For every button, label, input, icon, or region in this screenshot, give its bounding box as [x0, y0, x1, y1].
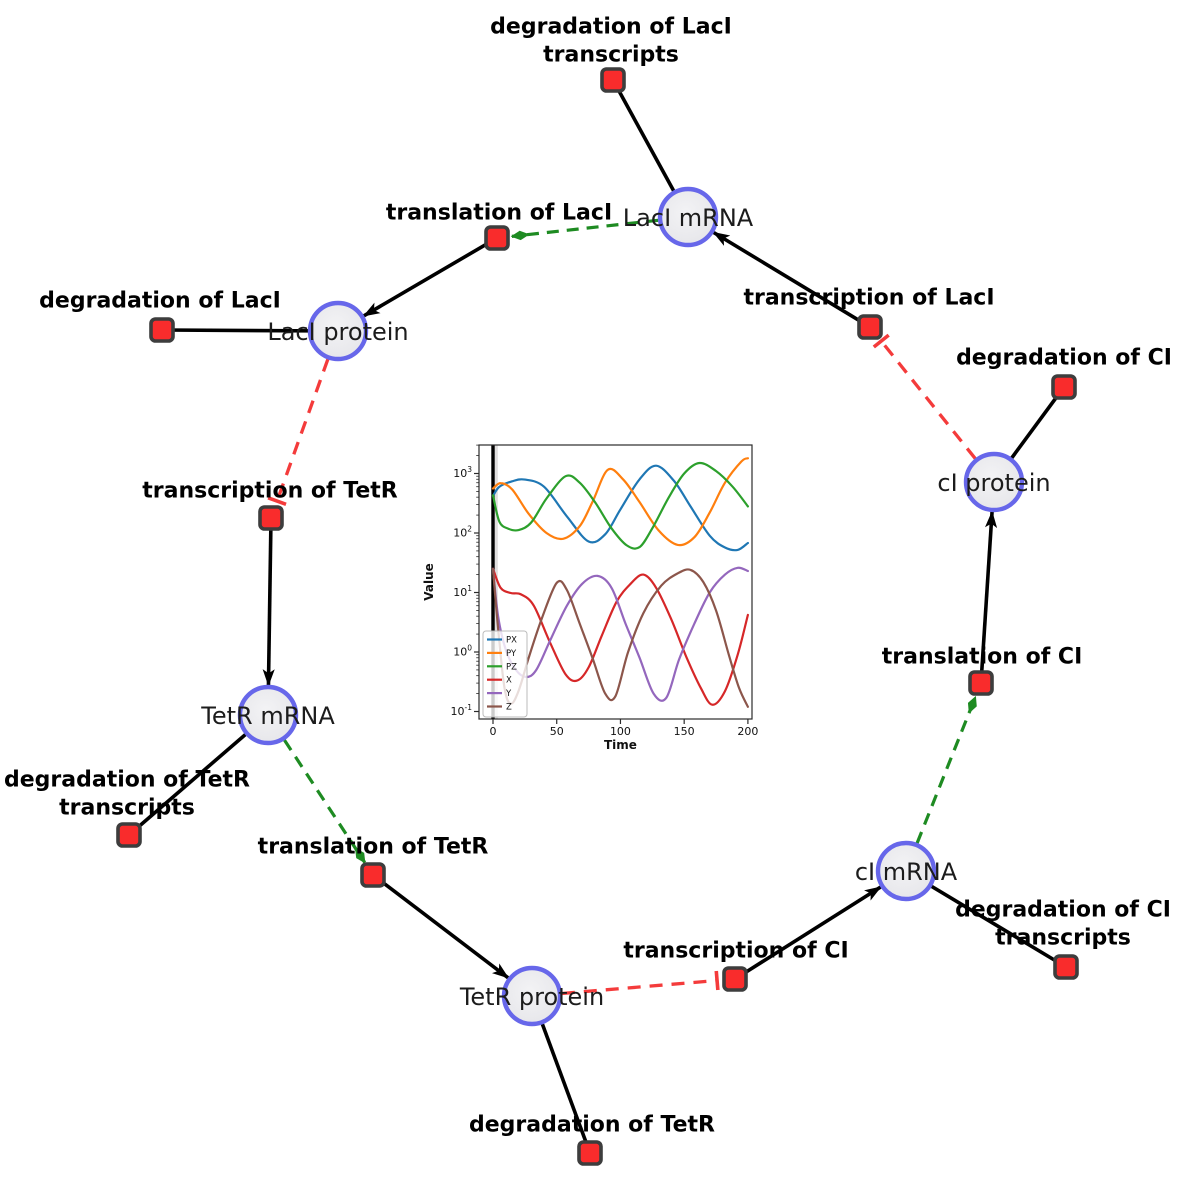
inhibition-tbar-transcription_of_ci — [714, 970, 720, 991]
edge-modifier-laci_mrna-to-translation_of_laci — [510, 218, 659, 241]
reaction-label-transcription_of_laci: transcription of LacI — [743, 286, 994, 311]
reaction-label-degradation_of_ci_transcripts-line1: degradation of CI — [955, 898, 1171, 923]
chart-x-tick-label: 150 — [674, 725, 695, 738]
chart-series-group — [491, 457, 749, 708]
edge-inhibition-laci_protein-to-transcription_of_tetr — [275, 358, 330, 502]
edge-modifier-tetr_mrna-to-translation_of_tetr — [283, 739, 367, 864]
reaction-label-degradation_of_ci: degradation of CI — [956, 346, 1172, 371]
species-node-laci_protein — [307, 300, 369, 362]
reaction-label-degradation_of_tetr_transcripts-line1: degradation of TetR — [4, 768, 250, 793]
reaction-label-degradation_of_tetr_transcripts-line2: transcripts — [59, 796, 195, 821]
reaction-label-transcription_of_ci: transcription of CI — [623, 939, 848, 964]
reaction-label-translation_of_ci: translation of CI — [882, 645, 1083, 670]
reaction-node-transcription_of_ci — [722, 966, 748, 992]
chart-x-tick-label: 200 — [737, 725, 758, 738]
chart-y-tick-label: 103 — [453, 465, 472, 480]
chart-x-tick-label: 100 — [610, 725, 631, 738]
chart-series-PY — [491, 457, 749, 547]
chart-plot-border — [478, 444, 753, 720]
edge-production-transcription_of_tetr-to-tetr_mrna — [262, 529, 275, 687]
reaction-label-translation_of_laci: translation of LacI — [386, 201, 612, 226]
inhibition-tbar-transcription_of_laci — [872, 333, 890, 349]
reaction-label-degradation_of_ci_transcripts-line2: transcripts — [995, 926, 1131, 951]
species-label-ci_protein: cI protein — [937, 469, 1050, 497]
reaction-node-degradation_of_laci_transcripts — [600, 67, 626, 93]
reaction-node-degradation_of_ci — [1051, 374, 1077, 400]
reaction-label-transcription_of_tetr: transcription of TetR — [142, 479, 398, 504]
edge-modifier-ci_mrna-to-translation_of_ci — [915, 695, 977, 844]
chart-x-tick-label: 0 — [490, 725, 497, 738]
species-node-ci_protein — [963, 451, 1025, 513]
species-node-ci_mrna — [875, 840, 937, 902]
reaction-node-degradation_of_laci — [149, 317, 175, 343]
edge-inhibition-ci_protein-to-transcription_of_laci — [879, 340, 977, 460]
species-label-ci_mrna: cI mRNA — [855, 858, 958, 886]
network-nodes — [116, 67, 1079, 1166]
reaction-label-degradation_of_tetr: degradation of TetR — [469, 1113, 715, 1138]
chart-legend-label-PZ: PZ — [506, 662, 517, 672]
species-label-laci_mrna: LacI mRNA — [623, 204, 754, 232]
reaction-node-translation_of_tetr — [360, 862, 386, 888]
chart-y-axis-label: Value — [422, 563, 436, 601]
species-node-tetr_protein — [501, 965, 563, 1027]
edge-production-transcription_of_ci-to-ci_mrna — [744, 885, 882, 975]
edge-production-translation_of_ci-to-ci_protein — [979, 510, 998, 672]
network-labels: degradation of LacI transcripts translatio… — [4, 15, 1172, 1138]
edge-inhibition-tetr_protein-to-transcription_of_ci — [561, 978, 718, 996]
chart-legend-label-Z: Z — [506, 703, 512, 713]
chart-y-tick-label: 101 — [453, 584, 472, 599]
chart-y-tick-label: 100 — [453, 644, 472, 659]
inhibition-tbar-transcription_of_tetr — [267, 496, 287, 506]
species-label-tetr_mrna: TetR mRNA — [200, 702, 335, 730]
species-label-tetr_protein: TetR protein — [459, 983, 604, 1011]
chart-x-axis-label: Time — [604, 738, 637, 752]
chart-series-PX — [491, 464, 749, 552]
inset-timeseries-chart: 0 50 100 150 20010310210110010-1TimeValuePXP… — [422, 444, 758, 752]
chart-x-tick-label: 50 — [550, 725, 564, 738]
reaction-node-transcription_of_laci — [857, 314, 883, 340]
edge-degradation-tetr_mrna-to-degradation_of_tetr_transcripts — [127, 713, 270, 837]
reaction-label-degradation_of_laci: degradation of LacI — [39, 289, 281, 314]
reaction-node-transcription_of_tetr — [258, 505, 284, 531]
species-node-laci_mrna — [657, 186, 719, 248]
edge-production-translation_of_laci-to-laci_protein — [362, 242, 488, 318]
chart-legend-label-X: X — [506, 676, 512, 686]
chart-legend-box — [482, 630, 528, 718]
species-node-tetr_mrna — [237, 684, 299, 746]
chart-legend-label-PY: PY — [506, 649, 517, 659]
chart-legend-label-Y: Y — [505, 689, 512, 699]
chart-legend: PX PY PZ XYZ — [482, 630, 528, 718]
species-label-laci_protein: LacI protein — [267, 318, 408, 346]
reaction-node-degradation_of_ci_transcripts — [1053, 954, 1079, 980]
reaction-label-translation_of_tetr: translation of TetR — [258, 835, 489, 860]
reaction-node-translation_of_laci — [484, 225, 510, 251]
chart-legend-label-PX: PX — [506, 636, 517, 646]
reaction-node-degradation_of_tetr — [577, 1140, 603, 1166]
reaction-node-degradation_of_tetr_transcripts — [116, 822, 142, 848]
reaction-node-translation_of_ci — [968, 670, 994, 696]
edge-production-translation_of_tetr-to-tetr_protein — [381, 880, 510, 980]
reaction-label-degradation_of_laci_transcripts-line1: degradation of LacI — [490, 15, 732, 40]
chart-series-PZ — [491, 461, 749, 550]
chart-series-Z — [491, 567, 749, 708]
edge-production-transcription_of_laci-to-laci_mrna — [712, 230, 861, 323]
edge-degradation-ci_mrna-to-degradation_of_ci_transcripts — [905, 869, 1067, 969]
chart-y-tick-label: 102 — [453, 525, 472, 540]
chart-y-tick-label: 10-1 — [451, 703, 473, 718]
reaction-label-degradation_of_laci_transcripts-line2: transcripts — [543, 43, 679, 68]
